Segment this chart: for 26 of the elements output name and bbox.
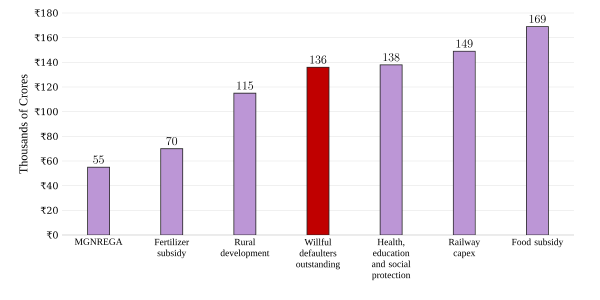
x-tick-label: MGNREGA (74, 238, 123, 245)
y-tick-label: ₹60 (40, 157, 58, 165)
y-tick-label: ₹180 (34, 9, 58, 17)
data-label: 138 (383, 53, 400, 62)
y-tick-label: ₹120 (34, 83, 58, 91)
data-label: 136 (310, 56, 326, 64)
x-tick-label: Willful defaulters outstanding (296, 238, 340, 270)
y-tick-label: ₹0 (46, 231, 58, 239)
y-tick-label: ₹20 (40, 206, 58, 214)
x-tick-label: Railway capex (448, 238, 480, 258)
x-tick-label: Health, education and social protection (372, 238, 410, 280)
y-tick-label: ₹80 (40, 132, 58, 140)
y-tick-label: ₹100 (34, 108, 58, 116)
x-tick-label: Food subsidy (512, 238, 564, 248)
data-label: 55 (93, 155, 104, 164)
data-label: 70 (166, 136, 178, 146)
data-label: 115 (237, 81, 254, 90)
y-tick-label: ₹140 (34, 58, 58, 66)
y-axis-title: Thousands of Crores (18, 74, 28, 174)
data-label: 169 (530, 14, 546, 24)
bar (526, 26, 549, 235)
x-tick-label: Fertilizer subsidy (154, 238, 190, 258)
y-tick-label: ₹40 (40, 182, 58, 190)
y-tick-label: ₹160 (34, 34, 58, 42)
x-tick-label: Rural development (220, 238, 270, 258)
data-label: 149 (456, 39, 473, 48)
